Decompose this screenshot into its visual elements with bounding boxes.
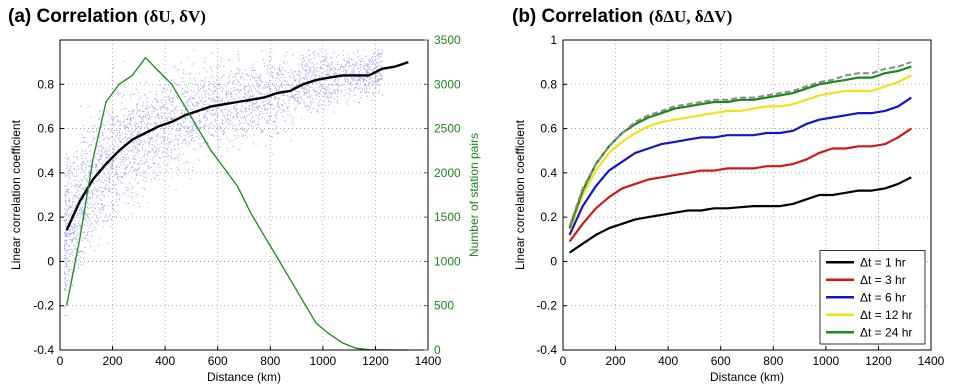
panel-b-series-line-2 (568, 127, 912, 243)
panel-a-y2-tick-label: 2500 (434, 122, 461, 136)
panel-a-x-axis-label: Distance (km) (207, 370, 281, 384)
panel-b-y-tick-label: 0.6 (540, 122, 557, 136)
panel-b-y-tick-label: 0 (550, 254, 557, 268)
panel-a-y-tick-label: -0.4 (33, 343, 54, 357)
panel-a-scatter-cloud (63, 49, 383, 317)
panel-b-grid (563, 40, 931, 350)
panel-a-y-tick-label: 0.2 (37, 210, 54, 224)
panel-a-y2-tick-label: 1000 (434, 254, 461, 268)
panel-a-y2-tick-label: 500 (434, 299, 454, 313)
panel-b-series (568, 61, 912, 254)
panel-a-x-ticks: 0 200 400 600 800 1000 1200 1400 (57, 346, 442, 368)
panel-a-y-ticks: -0.4 -0.2 0 0.2 0.4 0.6 0.8 (33, 77, 64, 357)
panel-b-series-line-1 (568, 176, 912, 254)
panel-b-x-tick-label: 200 (606, 354, 626, 368)
panel-b-y-ticks: -0.4 -0.2 0 0.2 0.4 0.6 0.8 1 (536, 33, 567, 357)
panel-b-x-tick-label: 800 (763, 354, 783, 368)
panel-b-x-axis-label: Distance (km) (710, 370, 784, 384)
panel-a: (a) Correlation (δU, δV) 0 200 400 600 800 100… (8, 6, 481, 384)
panel-a-y-tick-label: -0.2 (33, 299, 54, 313)
panel-a-series (65, 57, 409, 351)
panel-b-y-tick-label: 0.8 (540, 77, 557, 91)
panel-b-y-axis-label: Linear correlation coefficient (513, 119, 527, 270)
panel-b-x-tick-label: 600 (711, 354, 731, 368)
panel-b: (b) Correlation (δΔU, δΔV) 0 200 400 600 800 1… (512, 6, 945, 384)
panel-a-y2-tick-label: 0 (434, 343, 441, 357)
panel-b-y-tick-label: 1 (550, 33, 557, 47)
panel-b-title: (b) Correlation (δΔU, δΔV) (512, 6, 732, 27)
panel-a-frame (59, 39, 429, 351)
legend-label: Δt = 3 hr (860, 273, 906, 287)
panel-a-x-tick-label: 600 (208, 354, 228, 368)
panel-a-y2-tick-label: 1500 (434, 210, 461, 224)
panel-b-x-tick-label: 400 (658, 354, 678, 368)
panel-b-series-line-4 (568, 74, 912, 231)
panel-a-station-pairs-line (65, 57, 409, 351)
panel-a-y2-axis-label: Number of station pairs (467, 133, 481, 257)
panel-a-x-tick-label: 400 (155, 354, 175, 368)
panel-b-x-tick-label: 1200 (865, 354, 892, 368)
panel-a-x-tick-label: 1000 (310, 354, 337, 368)
panel-a-x-tick-label: 1400 (415, 354, 442, 368)
panel-b-y-tick-label: -0.4 (536, 343, 557, 357)
panel-a-y2-ticks: 0 500 1000 1500 2000 2500 3000 3500 (424, 33, 461, 357)
panel-b-y-tick-label: 0.2 (540, 210, 557, 224)
panel-a-y-tick-label: 0 (47, 254, 54, 268)
panel-b-series-line-6 (568, 61, 912, 227)
panel-a-mean-correlation-line (65, 60, 409, 231)
panel-a-x-tick-label: 800 (260, 354, 280, 368)
panel-a-y2-tick-label: 2000 (434, 166, 461, 180)
panel-b-y-tick-label: 0.4 (540, 166, 557, 180)
legend-label: Δt = 6 hr (860, 290, 906, 304)
panel-a-y-tick-label: 0.6 (37, 122, 54, 136)
panel-a-x-tick-label: 0 (57, 354, 64, 368)
panel-a-y-tick-label: 0.8 (37, 77, 54, 91)
panel-b-x-tick-label: 1400 (918, 354, 945, 368)
panel-a-title: (a) Correlation (δU, δV) (8, 6, 206, 27)
panel-b-x-ticks: 0 200 400 600 800 1000 1200 1400 (560, 346, 945, 368)
legend-label: Δt = 1 hr (860, 255, 906, 269)
panel-a-x-tick-label: 200 (103, 354, 123, 368)
panel-a-scatter-points (63, 49, 383, 317)
panel-a-grid (60, 40, 428, 350)
panel-a-x-tick-label: 1200 (362, 354, 389, 368)
panel-a-y2-tick-label: 3500 (434, 33, 461, 47)
panel-b-x-tick-label: 0 (560, 354, 567, 368)
panel-a-y-axis-label: Linear correlation coefficient (9, 119, 23, 270)
panel-a-y-tick-label: 0.4 (37, 166, 54, 180)
panel-b-series-line-3 (568, 96, 912, 236)
legend-label: Δt = 12 hr (860, 308, 912, 322)
panel-b-x-tick-label: 1000 (813, 354, 840, 368)
panel-b-y-tick-label: -0.2 (536, 299, 557, 313)
legend-label: Δt = 24 hr (860, 325, 912, 339)
panel-a-y2-tick-label: 3000 (434, 77, 461, 91)
panel-b-legend: Δt = 1 hr Δt = 3 hr Δt = 6 hr Δt = 12 hr Δt … (819, 250, 926, 345)
panel-b-frame (562, 39, 932, 351)
